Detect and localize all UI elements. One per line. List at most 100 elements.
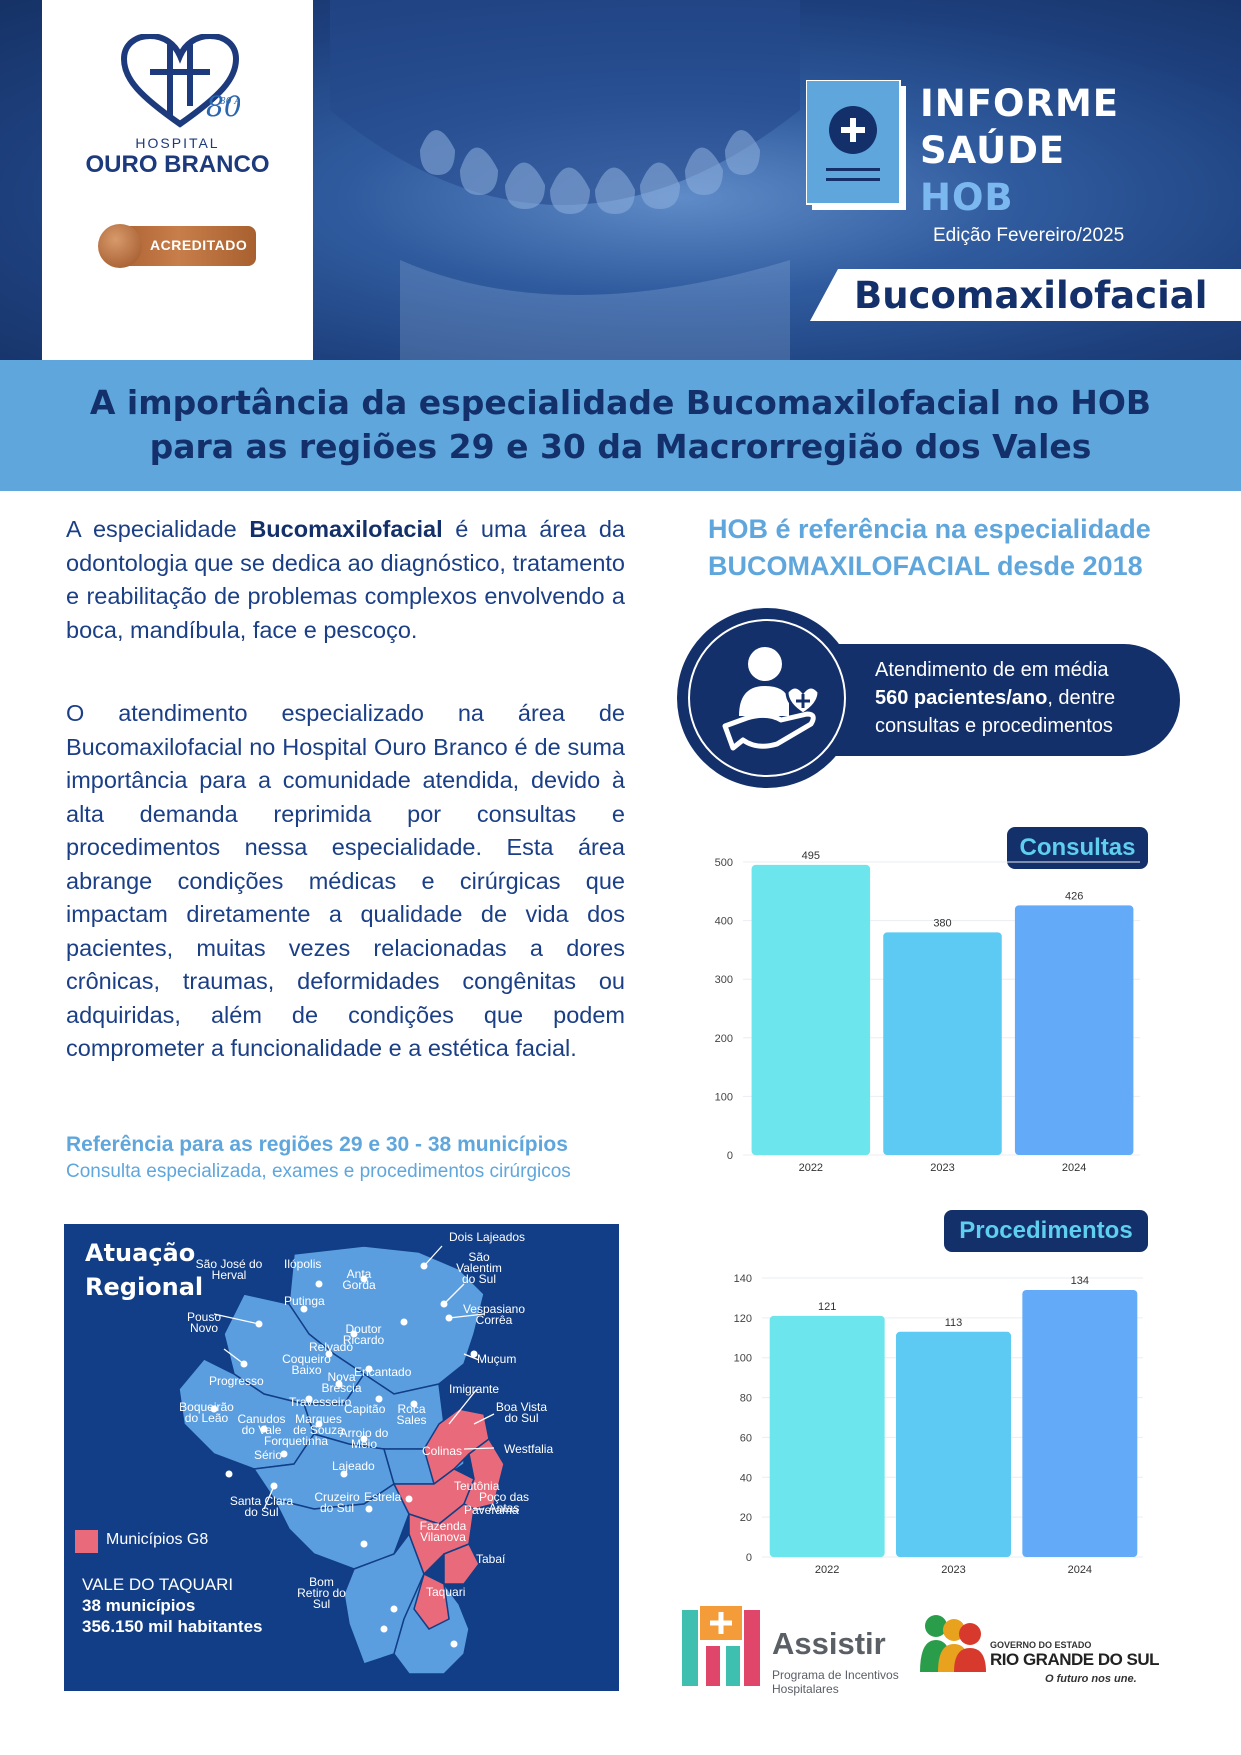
intro-paragraph-2: O atendimento especializado na área de B… [66,700,625,1061]
city-label: Dois Lajeados [449,1230,526,1244]
hob-reference-title: HOB é referência na especialidade BUCOMA… [708,511,1151,585]
patients-highlight-text: Atendimento de em média 560 pacientes/ano… [875,656,1165,740]
city-label: Santa Clara do Sul [229,1494,294,1519]
y-tick-label: 40 [740,1472,752,1484]
assistir-logo-text: Assistir [772,1626,886,1661]
regional-map: Atuação Regional Dois Lajeados São José … [64,1224,619,1691]
map-footer-municipalities: 38 municípios [82,1596,196,1615]
city-label: Sério [254,1448,283,1462]
bar-2023 [896,1331,1011,1557]
intro-p1-prefix: A especialidade [66,516,250,542]
map-footer-region: VALE DO TAQUARI [82,1575,234,1594]
city-label: Poço das Antas [478,1490,530,1515]
city-label: Nova Bréscia [321,1370,362,1395]
patient-care-badge [677,608,857,788]
city-label: Vespasiano Corrêa [462,1302,526,1327]
map-title-line-2: Regional [85,1273,204,1301]
city-label: Roca Sales [396,1402,427,1427]
informe-line-1: INFORME [920,82,1120,125]
city-label: Estrela [364,1490,402,1504]
x-tick-label: 2022 [799,1162,823,1174]
city-label: Marques de Souza [293,1412,344,1437]
map-footer-population: 356.150 mil habitantes [82,1617,263,1636]
bar-2022 [769,1315,885,1557]
city-label: Muçum [477,1352,517,1366]
city-label: São Valentim do Sul [456,1250,502,1286]
city-label: Lajeado [332,1459,375,1473]
medical-document-icon [806,80,906,210]
city-label: Coqueiro Baixo [282,1352,331,1377]
hob-reference-line-1: HOB é referência na especialidade [708,514,1151,544]
city-label: Cruzeiro do Sul [314,1490,360,1515]
data-label: 121 [818,1301,836,1313]
city-label: Progresso [209,1374,264,1388]
city-label: Putinga [284,1294,325,1308]
specialty-tag: Bucomaxilofacial [810,269,1241,321]
y-tick-label: 80 [740,1393,752,1405]
gov-tagline: O futuro nos une. [1045,1673,1137,1685]
main-title-line-2: para as regiões 29 e 30 da Macrorregião … [149,427,1092,466]
informe-line-2: SAÚDE [920,129,1066,172]
y-tick-label: 60 [740,1432,752,1444]
y-tick-label: 0 [746,1552,752,1564]
main-title-line-1: A importância da especialidade Bucomaxil… [89,383,1152,422]
g8-municipalities [392,1408,505,1630]
patients-highlight-pill [808,644,1180,756]
accredited-badge: ACREDITADO [98,224,256,268]
patient-care-icon [722,647,821,751]
city-label: Tabaí [476,1552,506,1566]
city-label: Westfalia [504,1442,554,1456]
city-label: Colinas [422,1444,463,1458]
y-tick-label: 200 [715,1033,733,1045]
hospital-name: OURO BRANCO [85,151,270,178]
bar-2022 [751,864,871,1155]
city-label: Encantado [354,1365,412,1379]
data-label: 134 [1071,1275,1089,1287]
y-tick-label: 100 [715,1091,733,1103]
bar-2023 [883,932,1002,1155]
x-tick-label: 2022 [815,1564,839,1576]
legend-label-g8: Municípios G8 [106,1531,209,1548]
data-label: 113 [945,1317,963,1329]
header-banner: 80 80 ANOS HOSPITAL OURO BRANCO ACREDITA… [0,0,1241,360]
y-tick-label: 300 [715,974,733,986]
rs-government-logo-icon [920,1615,986,1672]
patient-care-badge-ring [688,619,846,777]
city-label: Forquetinha [264,1434,329,1448]
hospital-label: HOSPITAL [135,135,220,151]
municipalities-land [178,1245,485,1675]
reference-subtitle: Consulta especializada, exames e procedi… [66,1161,571,1182]
y-tick-label: 120 [734,1313,752,1325]
informe-line-3: HOB [920,176,1014,219]
city-label: Anta Gorda [342,1267,376,1292]
svg-text:80: 80 [206,90,240,123]
city-label: Paverama [464,1503,519,1517]
chart-title-procedimentos: Procedimentos [944,1210,1148,1252]
legend-swatch-g8 [75,1530,98,1553]
teeth-background-image [330,0,800,360]
city-label: Relvado [309,1340,354,1354]
bar-2024 [1022,1289,1138,1557]
consultas-bar-chart: 0 100 200 300 400 500 495 2022 380 2023 426 2024 [715,850,1140,1174]
city-label: Arroio do Meio [339,1426,389,1451]
highlight-suffix: , dentre consultas e procedimentos [875,687,1116,737]
map-footer: VALE DO TAQUARI 38 municípios 356.150 mi… [82,1574,262,1637]
city-label: Teutônia [454,1479,500,1493]
data-label: 426 [1065,890,1083,902]
assistir-logo-icon [682,1606,760,1686]
x-tick-label: 2024 [1062,1162,1086,1174]
intro-paragraph-1: A especialidade Bucomaxilofacial é uma á… [66,513,625,647]
accredited-label: ACREDITADO [150,237,248,253]
city-label: Imigrante [449,1382,500,1396]
y-tick-label: 0 [727,1150,733,1162]
city-label: Taquari [426,1585,466,1599]
edition-label: Edição Fevereiro/2025 [933,225,1125,246]
bar-2024 [1014,905,1134,1155]
title-band: A importância da especialidade Bucomaxil… [0,360,1241,491]
data-label: 495 [802,850,820,862]
map-title-line-1: Atuação [85,1239,196,1267]
map-leader-lines [213,1245,495,1510]
city-label: Ilópolis [284,1257,322,1271]
assistir-subtitle: Programa de Incentivos Hospitalares [772,1668,899,1696]
gov-state-name: RIO GRANDE DO SUL [990,1650,1160,1669]
